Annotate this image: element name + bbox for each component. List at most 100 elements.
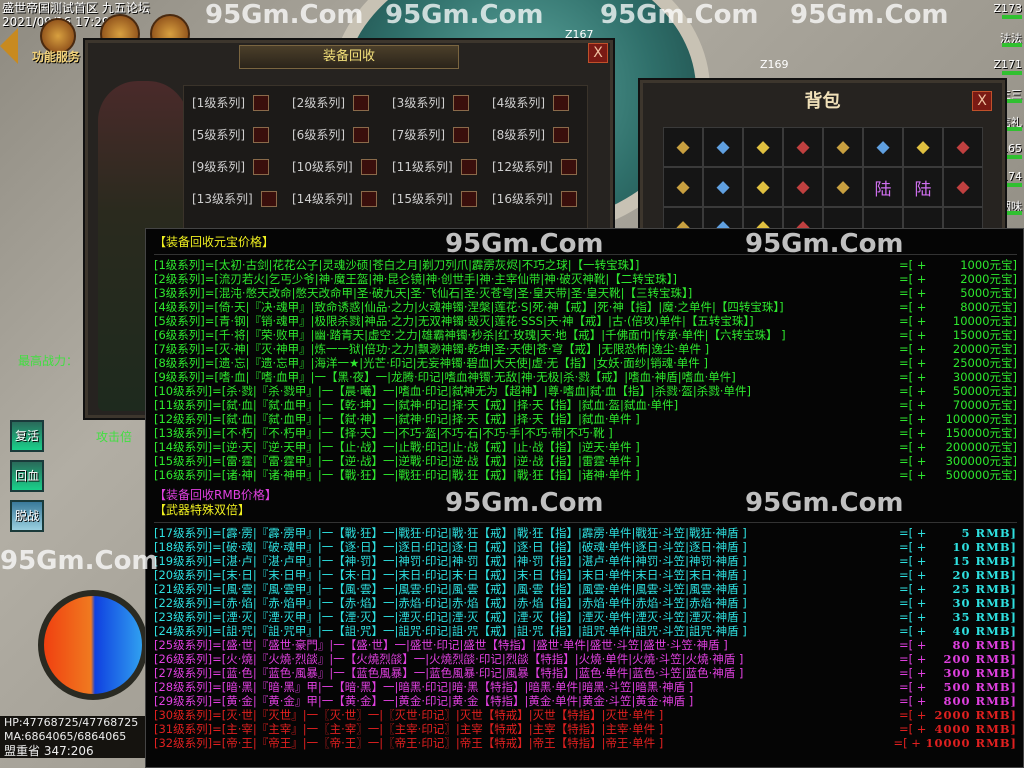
series-checkbox[interactable] [560,158,577,175]
rmb-price-rows: [17级系列]=[霹·雳|『霹·雳甲』|一【戰·狂】一|戰狂·印记|戰·狂【戒】… [154,526,1017,750]
collapse-arrow-icon[interactable] [0,28,18,64]
bag-slot-dark-sword-icon[interactable]: ◆ [783,127,823,167]
player-name[interactable]: Z171 [993,58,1022,71]
bag-slot-ruby-ring-icon[interactable]: ◆ [823,167,863,207]
recycle-close-button[interactable]: X [588,43,608,63]
player-name[interactable]: 烟味 [1000,200,1022,213]
series-option[interactable]: [13级系列] [192,190,277,207]
price-prefix: =[ + [899,708,927,722]
price-row: [32级系列]=[帝·王|『帝王』|一〖帝·王〗一|〖帝王·印记〗|帝王【特戒】… [154,736,1017,750]
item-list: [4级系列]=[倚·天|『决·魂甲』|致命诱惑|仙品·之力|火魂神镯·涅槃|莲花… [154,300,784,314]
bag-slot-sword-icon[interactable]: ◆ [703,127,743,167]
price-prefix: =[ + [899,356,927,370]
function-service-label[interactable]: 功能服务 [32,50,81,64]
bag-slot-green-staff-icon[interactable]: ◆ [663,127,703,167]
series-checkbox[interactable] [353,94,369,111]
series-option[interactable]: [16级系列] [492,190,577,207]
bag-close-button[interactable]: X [972,91,992,111]
series-checkbox[interactable] [360,190,377,207]
series-checkbox[interactable] [253,158,269,175]
series-option[interactable]: [8级系列] [492,126,569,143]
bag-slot-scroll-icon[interactable]: ◆ [823,127,863,167]
series-checkbox[interactable] [553,126,569,143]
series-checkbox[interactable] [453,126,469,143]
price-row: [24级系列]=[詛·咒|『詛·咒甲』|一【詛·咒】一|詛咒·印记|詛·咒【戒】… [154,624,1017,638]
price-row: [4级系列]=[倚·天|『决·魂甲』|致命诱惑|仙品·之力|火魂神镯·涅槃|莲花… [154,300,1017,314]
bag-slot-holy-tablet-icon[interactable]: ◆ [743,167,783,207]
series-option[interactable]: [10级系列] [292,158,377,175]
series-option[interactable]: [5级系列] [192,126,269,143]
series-checkbox[interactable] [460,158,477,175]
item-list: [30级系列]=[灭·世|『灭世』|一〖灭·世〗一|〖灭世·印记〗|灭世【特戒】… [154,708,664,722]
series-checkbox[interactable] [460,190,477,207]
price-prefix: =[ + [899,680,927,694]
series-checkbox[interactable] [353,126,369,143]
bag-slot-gold-blade-icon[interactable]: ◆ [743,127,783,167]
escape-combat-button[interactable]: 脱战 [10,500,44,532]
item-list: [28级系列]=[暗·黑|『暗·黑』甲|一【暗·黑】一|暗黑·印记|暗·黑【特指… [154,680,694,694]
series-checkbox[interactable] [253,126,269,143]
price-value: 20000元宝] [952,342,1017,356]
series-label: [16级系列] [492,192,553,206]
price-value: 5 RMB] [961,526,1017,540]
price-value: 2000元宝] [960,272,1017,286]
attack-multiplier-label: 攻击倍 [96,430,133,444]
series-option[interactable]: [11级系列] [392,158,477,175]
series-label: [10级系列] [292,160,353,174]
player-hp-bar [1002,99,1022,103]
series-checkbox[interactable] [560,190,577,207]
bag-slot-dark-helmet-icon[interactable]: ◆ [943,127,983,167]
series-option[interactable]: [15级系列] [392,190,477,207]
price-prefix: =[ + [899,638,927,652]
price-value: 8000元宝] [960,300,1017,314]
series-checkbox[interactable] [553,94,569,111]
series-label: [1级系列] [192,96,245,110]
price-value: 10000 RMB] [925,736,1017,750]
bag-slot-blue-shield-icon[interactable]: ◆ [703,167,743,207]
series-checkbox[interactable] [453,94,469,111]
bag-slot-陆[interactable]: 陆 [863,167,903,207]
series-option[interactable]: [7级系列] [392,126,469,143]
player-name[interactable]: 主三 [1000,88,1022,101]
mp-value: MA:6864065/6864065 [4,730,127,743]
bag-slot-陆[interactable]: 陆 [903,167,943,207]
bag-slot-gold-necklace-icon[interactable]: ◆ [663,167,703,207]
bag-slot-gold-ingot-icon[interactable]: ◆ [903,127,943,167]
series-checkbox[interactable] [360,158,377,175]
item-list: [14级系列]=[逆·天|『逆·天甲』|一【止·战】一|止戰·印记|止·战【戒】… [154,440,640,454]
price-prefix: =[ + [899,426,927,440]
series-option[interactable]: [1级系列] [192,94,269,111]
series-option[interactable]: [2级系列] [292,94,369,111]
price-row: [19级系列]=[湛·卢|『湛·卢甲』|一【神·罚】一|神罚·印记|神·罚【戒】… [154,554,1017,568]
series-option[interactable]: [12级系列] [492,158,577,175]
series-option[interactable]: [6级系列] [292,126,369,143]
yuanbao-price-rows: [1级系列]=[太初·古剑|花花公子|灵魂沙硕|苍白之月|剃刀列爪|霹雳灰烬|不… [154,258,1017,482]
series-label: [6级系列] [292,128,345,142]
series-checkbox[interactable] [260,190,277,207]
bag-slot-gem-chest-icon[interactable]: ◆ [863,127,903,167]
series-option[interactable]: [14级系列] [292,190,377,207]
price-row: [17级系列]=[霹·雳|『霹·雳甲』|一【戰·狂】一|戰狂·印记|戰·狂【戒】… [154,526,1017,540]
max-power-label: 最高战力： [18,354,79,368]
series-option[interactable]: [9级系列] [192,158,269,175]
bag-slot-blue-ring-icon[interactable]: ◆ [943,167,983,207]
player-name[interactable]: 法法 [1000,32,1022,45]
bag-slot-armored-boots-icon[interactable]: ◆ [783,167,823,207]
player-name[interactable]: 信礼 [1000,116,1022,129]
revive-button[interactable]: 复活 [10,420,44,452]
function-service-icon[interactable] [40,18,76,54]
price-value: 2000 RMB] [934,708,1017,722]
price-value: 300 RMB] [943,666,1017,680]
price-prefix: =[ + [899,666,927,680]
series-option[interactable]: [4级系列] [492,94,569,111]
price-prefix: =[ + [899,582,927,596]
price-value: 150000元宝] [945,426,1017,440]
series-option[interactable]: [3级系列] [392,94,469,111]
item-list: [3级系列]=[混沌·憋天改命|憋天改命甲|圣·破九天|圣·飞仙石|圣·灭苍穹|… [154,286,693,300]
player-name[interactable]: Z173 [993,2,1022,15]
price-prefix: =[ + [899,554,927,568]
series-checkbox[interactable] [253,94,269,111]
heal-button[interactable]: 回血 [10,460,44,492]
server-name: 盛世帝国测试首区 九五论坛 [2,1,150,15]
series-label: [7级系列] [392,128,445,142]
